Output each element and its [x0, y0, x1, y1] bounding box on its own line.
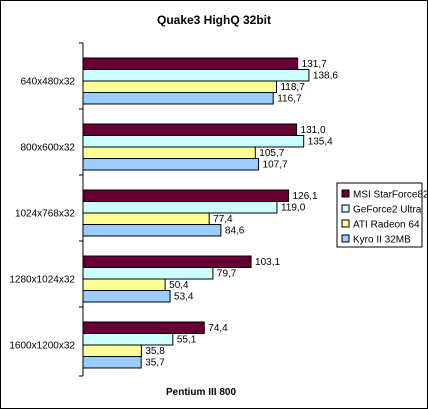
value-label-msi-starforce822-800x600x32: 131,0: [301, 125, 326, 136]
value-label-kyro-ii-32mb-1600x1200x32: 35,7: [145, 358, 165, 369]
legend-box: [336, 182, 423, 248]
legend-swatch-msi-starforce822: [341, 189, 350, 198]
legend-swatch-kyro-ii-32mb: [341, 234, 350, 243]
bar-msi-starforce822-1024x768x32: [82, 189, 290, 202]
legend-swatch-geforce2-ultra: [341, 204, 350, 213]
legend-label-ati-radeon-64: ATI Radeon 64: [353, 220, 420, 231]
value-label-msi-starforce822-1024x768x32: 126,1: [293, 191, 318, 202]
category-label-1600x1200x32: 1600x1200x32: [9, 341, 75, 352]
bar-kyro-ii-32mb-1280x1024x32: [82, 290, 171, 303]
value-label-ati-radeon-64-1024x768x32: 77,4: [213, 214, 233, 225]
value-label-ati-radeon-64-800x600x32: 105,7: [259, 148, 284, 159]
category-label-640x480x32: 640x480x32: [21, 77, 76, 88]
bar-geforce2-ultra-640x480x32: [82, 69, 310, 82]
bar-geforce2-ultra-1600x1200x32: [82, 333, 174, 346]
legend-label-geforce2-ultra: GeForce2 Ultra: [353, 205, 422, 216]
value-label-ati-radeon-64-1280x1024x32: 50,4: [169, 280, 189, 291]
value-label-geforce2-ultra-1280x1024x32: 79,7: [217, 269, 237, 280]
legend-swatch-ati-radeon-64: [341, 219, 350, 228]
value-label-geforce2-ultra-1024x768x32: 119,0: [281, 203, 306, 214]
bar-kyro-ii-32mb-640x480x32: [82, 92, 274, 105]
bar-ati-radeon-64-640x480x32: [82, 80, 277, 93]
bar-kyro-ii-32mb-800x600x32: [82, 158, 260, 171]
category-label-800x600x32: 800x600x32: [21, 143, 76, 154]
category-label-1024x768x32: 1024x768x32: [15, 209, 75, 220]
value-label-msi-starforce822-640x480x32: 131,7: [302, 59, 327, 70]
legend-label-kyro-ii-32mb: Kyro II 32MB: [353, 235, 411, 246]
legend-label-msi-starforce822: MSI StarForce822: [353, 190, 427, 201]
value-label-geforce2-ultra-640x480x32: 138,6: [313, 71, 338, 82]
bar-ati-radeon-64-1600x1200x32: [82, 344, 142, 357]
category-label-1280x1024x32: 1280x1024x32: [9, 275, 75, 286]
value-label-ati-radeon-64-640x480x32: 118,7: [280, 82, 305, 93]
value-label-geforce2-ultra-1600x1200x32: 55,1: [177, 335, 197, 346]
bar-kyro-ii-32mb-1600x1200x32: [82, 356, 142, 369]
bar-msi-starforce822-1280x1024x32: [82, 255, 252, 268]
bar-msi-starforce822-1600x1200x32: [82, 321, 205, 334]
value-label-kyro-ii-32mb-1280x1024x32: 53,4: [174, 292, 194, 303]
value-label-kyro-ii-32mb-640x480x32: 116,7: [277, 94, 302, 105]
value-label-msi-starforce822-1600x1200x32: 74,4: [208, 323, 228, 334]
value-label-geforce2-ultra-800x600x32: 135,4: [308, 137, 333, 148]
bar-geforce2-ultra-1280x1024x32: [82, 267, 214, 280]
value-label-kyro-ii-32mb-800x600x32: 107,7: [263, 160, 288, 171]
value-label-msi-starforce822-1280x1024x32: 103,1: [255, 257, 280, 268]
legend: MSI StarForce822 GeForce2 Ultra ATI Radeon…: [336, 182, 427, 248]
bar-ati-radeon-64-800x600x32: [82, 146, 256, 159]
chart-title: Quake3 HighQ 32bit: [157, 13, 271, 27]
bar-ati-radeon-64-1280x1024x32: [82, 278, 166, 291]
bar-msi-starforce822-800x600x32: [82, 123, 298, 136]
bar-ati-radeon-64-1024x768x32: [82, 212, 210, 225]
bar-geforce2-ultra-800x600x32: [82, 135, 305, 148]
bar-geforce2-ultra-1024x768x32: [82, 201, 278, 214]
bar-msi-starforce822-640x480x32: [82, 57, 299, 70]
bar-kyro-ii-32mb-1024x768x32: [82, 224, 222, 237]
x-axis-label: Pentium III 800: [166, 387, 236, 398]
value-label-ati-radeon-64-1600x1200x32: 35,8: [145, 346, 165, 357]
value-label-kyro-ii-32mb-1024x768x32: 84,6: [225, 226, 245, 237]
